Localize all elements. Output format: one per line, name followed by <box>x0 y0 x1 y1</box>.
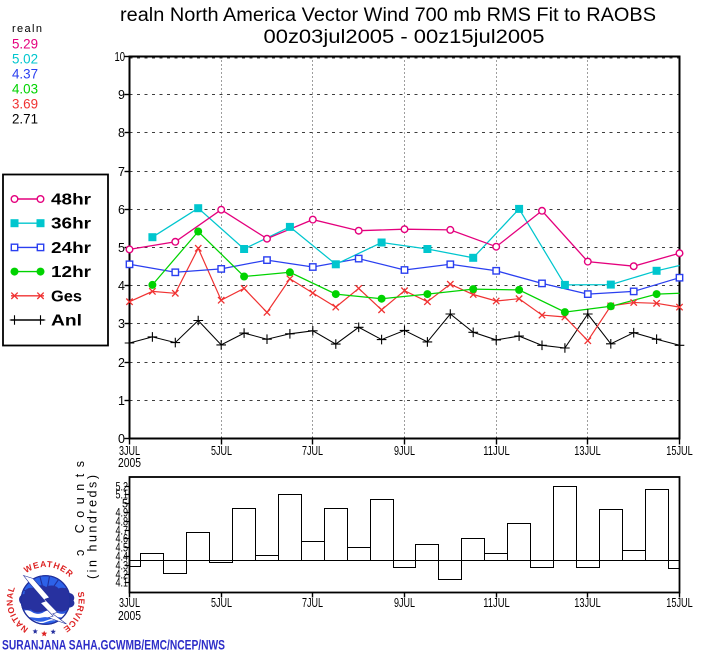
svg-text:2.71: 2.71 <box>12 110 38 126</box>
svg-text:5.02: 5.02 <box>12 50 38 66</box>
svg-text:8: 8 <box>118 126 125 140</box>
svg-text:48hr: 48hr <box>51 192 91 209</box>
svg-text:5JUL: 5JUL <box>211 595 232 610</box>
svg-text:15JUL: 15JUL <box>666 443 693 458</box>
svg-text:36hr: 36hr <box>51 216 91 233</box>
svg-text:5: 5 <box>118 241 125 255</box>
svg-text:realn: realn <box>12 23 42 35</box>
svg-text:2: 2 <box>118 356 125 370</box>
svg-text:7: 7 <box>118 165 125 179</box>
svg-text:5: 5 <box>122 499 128 511</box>
svg-text:13JUL: 13JUL <box>574 443 601 458</box>
svg-text:6: 6 <box>118 203 125 217</box>
svg-text:4.3: 4.3 <box>116 561 129 573</box>
svg-text:12hr: 12hr <box>51 264 91 281</box>
svg-text:5.1: 5.1 <box>116 490 129 502</box>
svg-text:4.5: 4.5 <box>116 543 129 555</box>
svg-text:4.9: 4.9 <box>116 508 129 520</box>
svg-text:0: 0 <box>118 432 125 446</box>
svg-text:4.4: 4.4 <box>116 552 129 564</box>
svg-text:1: 1 <box>118 394 125 408</box>
svg-text:2005: 2005 <box>118 608 141 623</box>
svg-text:00z03jul2005 - 00z15jul2005: 00z03jul2005 - 00z15jul2005 <box>264 27 545 48</box>
svg-text:5JUL: 5JUL <box>211 443 232 458</box>
svg-text:24hr: 24hr <box>51 240 91 257</box>
svg-text:SURANJANA SAHA,GCWMB/EMC/NCEP/: SURANJANA SAHA,GCWMB/EMC/NCEP/NWS <box>2 638 225 651</box>
svg-text:3JUL: 3JUL <box>119 443 140 458</box>
svg-text:5.29: 5.29 <box>12 35 38 51</box>
svg-text:13JUL: 13JUL <box>574 595 601 610</box>
svg-text:2005: 2005 <box>118 455 141 470</box>
svg-text:Anl: Anl <box>51 313 82 330</box>
svg-text:11JUL: 11JUL <box>483 595 510 610</box>
svg-text:7JUL: 7JUL <box>302 443 323 458</box>
svg-text:9: 9 <box>118 88 125 102</box>
svg-text:(in hundreds): (in hundreds) <box>86 475 100 579</box>
svg-text:7JUL: 7JUL <box>302 595 323 610</box>
svg-text:4.6: 4.6 <box>116 534 129 546</box>
svg-text:4.2: 4.2 <box>116 570 129 582</box>
svg-text:4.37: 4.37 <box>12 65 38 81</box>
svg-text:15JUL: 15JUL <box>666 595 693 610</box>
svg-text:5.2: 5.2 <box>116 482 129 494</box>
svg-text:4.8: 4.8 <box>116 517 129 529</box>
svg-text:9JUL: 9JUL <box>394 443 415 458</box>
svg-text:4: 4 <box>118 279 125 293</box>
svg-text:9JUL: 9JUL <box>394 595 415 610</box>
svg-text:realn North America Vector Win: realn North America Vector Wind 700 mb R… <box>120 5 656 26</box>
svg-text:4.03: 4.03 <box>12 80 38 96</box>
svg-text:3: 3 <box>118 317 125 331</box>
svg-text:Ges: Ges <box>51 288 82 305</box>
svg-text:4.1: 4.1 <box>116 578 129 590</box>
svg-text:11JUL: 11JUL <box>483 443 510 458</box>
svg-text:4.7: 4.7 <box>116 526 129 538</box>
svg-text:3JUL: 3JUL <box>119 595 140 610</box>
svg-text:3.69: 3.69 <box>12 95 38 111</box>
svg-text:10: 10 <box>115 50 126 64</box>
